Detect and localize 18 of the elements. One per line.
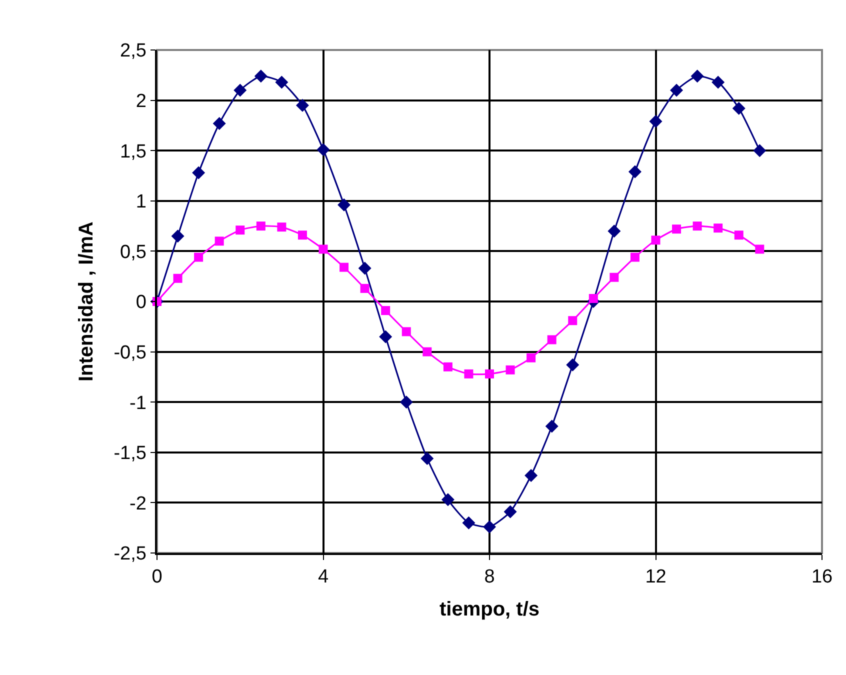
y-tick-label: -2 [130, 493, 146, 514]
y-tick-label: 0 [136, 292, 146, 314]
y-tick-label: 1 [136, 192, 146, 213]
y-tick-label: -1,5 [114, 443, 146, 464]
y-tick-label: 2 [136, 90, 146, 112]
x-tick-label: 8 [484, 566, 495, 588]
y-tick-label: -0,5 [114, 342, 146, 364]
x-axis-title: tiempo, t/s [439, 598, 540, 621]
y-tick-label: 1,5 [120, 141, 146, 162]
x-tick-label: 0 [152, 566, 162, 588]
y-tick-label: -1 [130, 392, 146, 414]
y-tick-label: 0,5 [120, 242, 146, 263]
x-tick-label: 12 [645, 566, 666, 588]
y-axis-title: Intensidad , I/mA [76, 221, 98, 382]
y-tick-label: 2,5 [120, 40, 146, 62]
x-tick-label: 4 [318, 566, 329, 588]
x-tick-label: 16 [811, 566, 833, 588]
y-tick-label: -2,5 [114, 544, 146, 565]
